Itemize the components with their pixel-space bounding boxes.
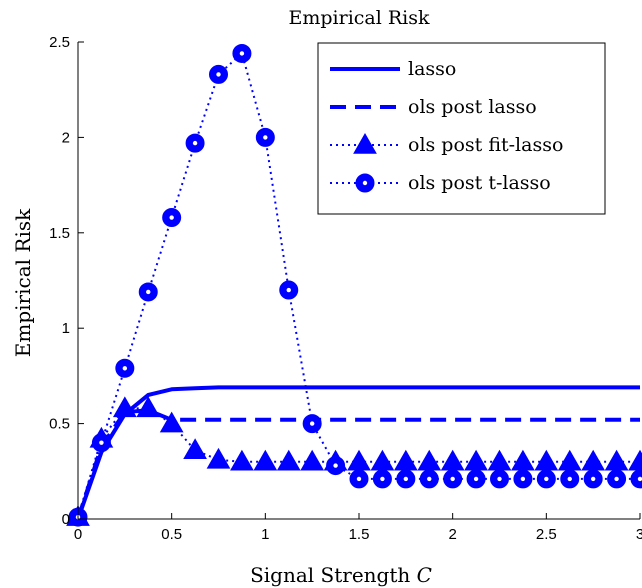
data-point (443, 469, 463, 489)
y-tick-label: 2 (62, 129, 70, 146)
legend-label: ols post lasso (408, 96, 537, 118)
y-tick-label: 0.5 (49, 416, 70, 433)
data-point (370, 449, 395, 471)
data-point (466, 469, 486, 489)
x-tick-label: 0.5 (161, 526, 182, 543)
data-point (115, 358, 135, 378)
y-tick-label: 1 (62, 320, 70, 337)
data-point (300, 449, 325, 471)
x-tick-label: 2.5 (536, 526, 557, 543)
data-point (279, 280, 299, 300)
legend-marker (353, 132, 377, 154)
data-point (206, 447, 231, 469)
legend-item: lasso (330, 58, 456, 80)
data-point (417, 449, 442, 471)
data-point (583, 469, 603, 489)
series-ols-post-lasso (76, 408, 640, 520)
series-line (76, 408, 640, 520)
x-tick-label: 3 (636, 526, 642, 543)
data-point (230, 449, 254, 471)
data-point (91, 433, 111, 453)
series-line (76, 385, 640, 520)
data-point (511, 449, 535, 471)
x-tick-label: 1.5 (349, 526, 370, 543)
data-point (276, 449, 301, 471)
data-point (183, 438, 207, 460)
data-point (607, 469, 627, 489)
legend-item: ols post t-lasso (330, 172, 551, 194)
x-axis-label: Signal Strength C (250, 563, 432, 587)
data-point (372, 469, 392, 489)
data-point (326, 456, 346, 476)
data-point (159, 411, 184, 433)
data-point (419, 469, 439, 489)
data-point (185, 133, 205, 153)
x-tick-label: 2 (448, 526, 456, 543)
data-point (560, 469, 580, 489)
data-point (302, 414, 322, 434)
y-tick-label: 1.5 (49, 225, 70, 242)
data-point (136, 396, 161, 418)
y-tick-label: 0 (62, 511, 70, 528)
x-tick-label: 1 (261, 526, 269, 543)
series-ols-post-t-lasso (68, 43, 642, 527)
chart-title: Empirical Risk (288, 7, 430, 29)
data-point (513, 469, 533, 489)
data-point (628, 449, 642, 471)
data-point (393, 449, 418, 471)
legend-label: lasso (408, 58, 456, 80)
data-point (487, 449, 512, 471)
legend: lasso ols post lasso ols post fit-lasso ols… (317, 42, 606, 215)
data-point (534, 449, 559, 471)
data-point (440, 449, 465, 471)
data-point (464, 449, 488, 471)
data-point (253, 449, 278, 471)
data-point (396, 469, 416, 489)
data-point (162, 208, 182, 228)
data-point (255, 127, 275, 147)
data-point (209, 64, 228, 84)
data-point (557, 449, 582, 471)
data-point (138, 282, 158, 302)
legend-label: ols post fit-lasso (408, 134, 563, 156)
y-axis-label: Empirical Risk (11, 208, 35, 357)
data-point (232, 43, 252, 63)
series-ols-post-fit-lasso (66, 396, 642, 526)
legend-label: ols post t-lasso (408, 172, 551, 194)
y-tick-label: 2.5 (49, 34, 70, 51)
data-point (604, 449, 629, 471)
data-point (347, 449, 371, 471)
x-tick-label: 0 (74, 526, 82, 543)
data-point (630, 469, 642, 489)
legend-item: ols post lasso (330, 96, 537, 118)
legend-item: ols post fit-lasso (330, 132, 563, 156)
axes: 0 0.5 1 1.5 2 2.5 3 0 0.5 1 1.5 2 2.5 (49, 34, 642, 543)
data-point (536, 469, 556, 489)
data-point (112, 396, 137, 418)
data-point (581, 449, 606, 471)
data-point (349, 469, 369, 489)
legend-marker (355, 173, 375, 193)
data-point (490, 469, 509, 489)
series-lasso (76, 385, 640, 520)
